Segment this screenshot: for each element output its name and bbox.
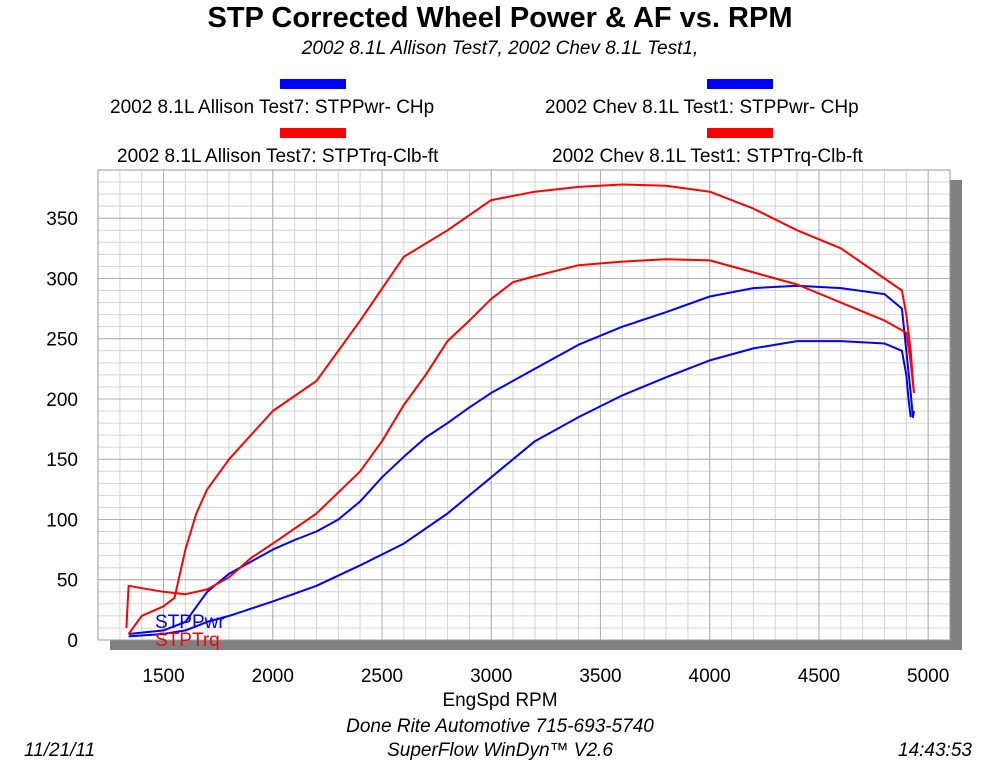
x-tick-label: 3000 [470,666,512,687]
y-tick-label: 150 [46,450,78,471]
chart-subtitle: 2002 8.1L Allison Test7, 2002 Chev 8.1L … [301,38,699,59]
legend-label-0: 2002 8.1L Allison Test7: STPPwr- CHp [110,97,435,118]
y-tick-label: 50 [57,571,78,592]
y-tick-label: 0 [67,631,78,652]
x-tick-label: 4500 [798,666,840,687]
x-axis-label: EngSpd RPM [442,690,558,711]
x-tick-label: 1500 [142,666,184,687]
footer-date: 11/21/11 [24,740,96,761]
y-tick-label: 250 [46,330,78,351]
x-tick-label: 2500 [361,666,403,687]
x-tick-label: 2000 [252,666,294,687]
inline-label-pwr: STPPwr [155,612,225,633]
x-tick-label: 4000 [689,666,731,687]
y-tick-label: 300 [46,269,78,290]
x-tick-label: 3500 [579,666,621,687]
series-line-0 [128,284,915,635]
series-line-3 [125,258,915,628]
footer-time: 14:43:53 [898,740,972,761]
legend-swatch-0 [280,79,346,89]
plot-border [97,169,951,641]
footer-software: SuperFlow WinDyn™ V2.6 [387,740,613,761]
y-tick-label: 100 [46,510,78,531]
y-tick-label: 350 [46,209,78,230]
legend-swatch-2 [280,128,346,138]
legend-label-1: 2002 Chev 8.1L Test1: STPPwr- CHp [545,97,859,118]
legend-label-3: 2002 Chev 8.1L Test1: STPTrq-Clb-ft [552,146,863,167]
y-tick-label: 200 [46,390,78,411]
legend-label-2: 2002 8.1L Allison Test7: STPTrq-Clb-ft [117,146,439,167]
plot-area [98,170,950,640]
series-line-2 [127,183,915,635]
chart-title: STP Corrected Wheel Power & AF vs. RPM [207,2,793,34]
inline-label-trq: STPTrq [155,630,220,651]
legend-swatch-1 [707,79,773,89]
legend-swatch-3 [707,128,773,138]
footer-company: Done Rite Automotive 715-693-5740 [346,716,654,737]
x-tick-label: 5000 [907,666,949,687]
series-line-1 [128,340,912,638]
